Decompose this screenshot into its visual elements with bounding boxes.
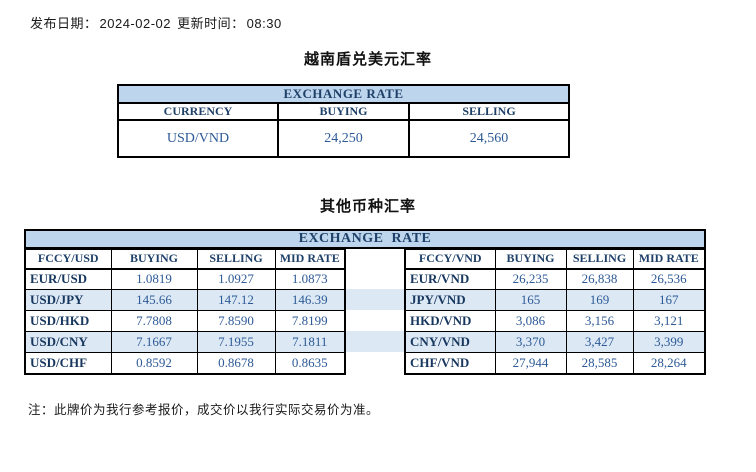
pair-cell: EUR/USD bbox=[24, 268, 112, 290]
table-row: EUR/USD 1.0819 1.0927 1.0873 bbox=[24, 268, 346, 290]
usd-col-selling: SELLING bbox=[407, 102, 571, 121]
rate-cell: 1.0927 bbox=[196, 268, 276, 290]
pair-cell: HKD/VND bbox=[404, 310, 496, 332]
usd-vnd-section-title: 越南盾兑美元汇率 bbox=[303, 51, 432, 68]
pair-cell: JPY/VND bbox=[404, 289, 496, 311]
table-gap-column bbox=[346, 249, 404, 375]
table-row: USD/HKD 7.7808 7.8590 7.8199 bbox=[24, 310, 346, 332]
pair-cell: USD/CNY bbox=[24, 331, 112, 353]
rate-cell: 167 bbox=[632, 289, 706, 311]
cross-rate-table-right: FCCY/VND BUYING SELLING MID RATE EUR/VND… bbox=[404, 249, 706, 375]
pair-cell: CNY/VND bbox=[404, 331, 496, 353]
rate-cell: 3,370 bbox=[494, 331, 567, 353]
rate-cell: 3,121 bbox=[632, 310, 706, 332]
rate-cell: 3,156 bbox=[565, 310, 634, 332]
rate-cell: 26,536 bbox=[632, 268, 706, 290]
rate-cell: 1.0873 bbox=[274, 268, 346, 290]
table-row: EUR/VND 26,235 26,838 26,536 bbox=[404, 268, 706, 290]
other-currencies-section-title: 其他币种汇率 bbox=[319, 198, 416, 215]
rate-cell: 7.7808 bbox=[110, 310, 198, 332]
rate-cell: 7.1667 bbox=[110, 331, 198, 353]
update-label: 更新时间： bbox=[177, 16, 245, 31]
rate-cell: 0.8592 bbox=[110, 352, 198, 374]
pair-cell: USD/CHF bbox=[24, 352, 112, 374]
rate-cell: 7.1955 bbox=[196, 331, 276, 353]
table-row: HKD/VND 3,086 3,156 3,121 bbox=[404, 310, 706, 332]
disclaimer-note: 注：此牌价为我行参考报价，成交价以我行实际交易价为准。 bbox=[28, 403, 380, 417]
publish-date-line: 发布日期： 2024-02-02 更新时间： 08:30 bbox=[30, 13, 284, 32]
rate-cell: 26,838 bbox=[565, 268, 634, 290]
usd-col-currency: CURRENCY bbox=[117, 102, 279, 121]
pair-cell: CHF/VND bbox=[404, 352, 496, 374]
rate-cell: 1.0819 bbox=[110, 268, 198, 290]
left-col-buying: BUYING bbox=[110, 249, 198, 270]
pair-cell: USD/JPY bbox=[24, 289, 112, 311]
rate-cell: 7.8590 bbox=[196, 310, 276, 332]
table-row: USD/JPY 145.66 147.12 146.39 bbox=[24, 289, 346, 311]
rate-cell: 7.8199 bbox=[274, 310, 346, 332]
rate-cell: 3,427 bbox=[565, 331, 634, 353]
left-col-selling: SELLING bbox=[196, 249, 276, 270]
right-col-buying: BUYING bbox=[494, 249, 567, 270]
usd-vnd-row: USD/VND 24,250 24,560 bbox=[117, 119, 571, 158]
table-row: USD/CHF 0.8592 0.8678 0.8635 bbox=[24, 352, 346, 374]
left-col-fccy-usd: FCCY/USD bbox=[24, 249, 112, 270]
usd-table-band: EXCHANGE RATE bbox=[116, 84, 571, 104]
update-time: 08:30 bbox=[246, 16, 282, 31]
usd-col-buying: BUYING bbox=[277, 102, 410, 121]
table-row: JPY/VND 165 169 167 bbox=[404, 289, 706, 311]
rate-cell: 3,399 bbox=[632, 331, 706, 353]
rate-cell: 28,585 bbox=[565, 352, 634, 374]
rate-cell: 146.39 bbox=[274, 289, 346, 311]
rate-cell: 26,235 bbox=[494, 268, 567, 290]
rate-cell: 7.1811 bbox=[274, 331, 346, 353]
pair-cell: USD/HKD bbox=[24, 310, 112, 332]
left-col-midrate: MID RATE bbox=[274, 249, 346, 270]
publish-label: 发布日期： bbox=[30, 16, 98, 31]
table-row: USD/CNY 7.1667 7.1955 7.1811 bbox=[24, 331, 346, 353]
usd-vnd-buying-cell: 24,250 bbox=[277, 119, 410, 158]
cross-rate-table: EXCHANGE RATE FCCY/USD BUYING SELLING MI… bbox=[24, 229, 706, 375]
publish-date: 2024-02-02 bbox=[99, 16, 172, 31]
rate-cell: 27,944 bbox=[494, 352, 567, 374]
table-row: CNY/VND 3,370 3,427 3,399 bbox=[404, 331, 706, 353]
rate-cell: 145.66 bbox=[110, 289, 198, 311]
right-col-midrate: MID RATE bbox=[632, 249, 706, 270]
pair-cell: EUR/VND bbox=[404, 268, 496, 290]
rate-cell: 3,086 bbox=[494, 310, 567, 332]
rate-cell: 147.12 bbox=[196, 289, 276, 311]
rate-cell: 165 bbox=[494, 289, 567, 311]
rate-cell: 28,264 bbox=[632, 352, 706, 374]
rate-cell: 0.8678 bbox=[196, 352, 276, 374]
rate-cell: 0.8635 bbox=[274, 352, 346, 374]
right-col-selling: SELLING bbox=[565, 249, 634, 270]
table-row: CHF/VND 27,944 28,585 28,264 bbox=[404, 352, 706, 374]
cross-rate-table-left: FCCY/USD BUYING SELLING MID RATE EUR/USD… bbox=[24, 249, 346, 375]
usd-vnd-selling-cell: 24,560 bbox=[407, 119, 571, 158]
usd-vnd-pair-cell: USD/VND bbox=[117, 119, 279, 158]
cross-table-band: EXCHANGE RATE bbox=[24, 229, 706, 249]
usd-vnd-rate-table: EXCHANGE RATE CURRENCY BUYING SELLING US… bbox=[116, 84, 571, 158]
right-col-fccy-vnd: FCCY/VND bbox=[404, 249, 496, 270]
rate-cell: 169 bbox=[565, 289, 634, 311]
